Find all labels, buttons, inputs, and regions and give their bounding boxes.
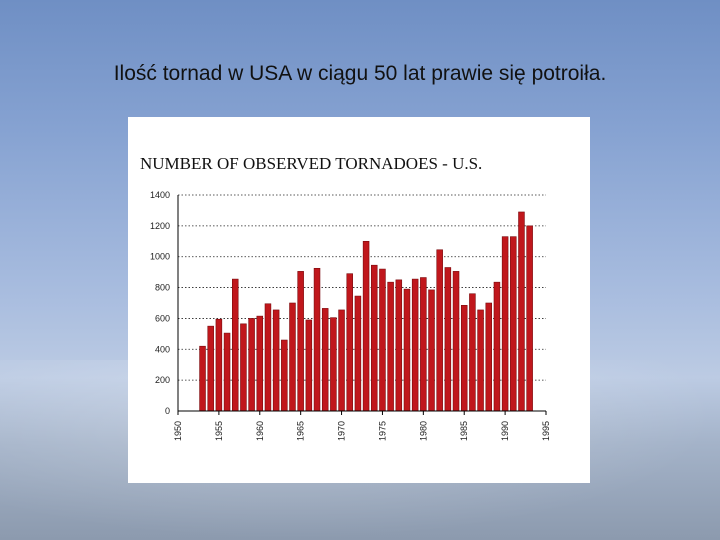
bar-1973: [362, 240, 370, 412]
bar-1954: [207, 325, 214, 412]
bar-1979: [411, 278, 419, 412]
bar-1990: [501, 236, 509, 412]
x-tick-label: 1950: [173, 421, 183, 441]
bar-1991: [510, 236, 517, 412]
bar-1993: [526, 225, 533, 412]
bar-1986: [469, 293, 476, 412]
y-tick-label: 1400: [150, 190, 170, 200]
bar-1982: [436, 249, 443, 412]
y-tick-label: 0: [165, 406, 170, 416]
x-tick-label: 1975: [377, 421, 387, 441]
chart-panel: NUMBER OF OBSERVED TORNADOES - U.S. 0 200…: [128, 117, 590, 483]
bar-1989: [493, 281, 501, 412]
x-tick-label: 1955: [214, 421, 224, 441]
axes: [177, 195, 547, 415]
bar-1966: [305, 319, 313, 412]
slide-title: Ilość tornad w USA w ciągu 50 lat prawie…: [113, 62, 607, 85]
bar-1961: [264, 303, 272, 412]
x-tick-label: 1990: [500, 421, 510, 441]
bar-1978: [403, 288, 411, 412]
x-tick-label: 1960: [255, 421, 265, 441]
bar-1969: [330, 317, 337, 412]
bar-1955: [215, 318, 223, 412]
bar-1959: [248, 318, 255, 412]
bar-1975: [379, 268, 386, 412]
bar-1963: [281, 339, 288, 412]
y-tick-label: 200: [155, 375, 170, 385]
x-tick-label: 1965: [296, 421, 306, 441]
bar-1971: [346, 273, 353, 412]
y-tick-label: 1200: [150, 221, 170, 231]
bar-1988: [485, 302, 492, 412]
chart-title: NUMBER OF OBSERVED TORNADOES - U.S.: [140, 154, 482, 173]
bar-1967: [313, 267, 321, 412]
bar-1958: [240, 323, 247, 412]
y-tick-labels: 0 200 400 600 800 1000 1200 1400: [150, 190, 170, 416]
bar-1984: [452, 271, 460, 412]
bar-1981: [428, 289, 435, 412]
y-tick-label: 800: [155, 283, 170, 293]
bar-1972: [354, 295, 362, 412]
bar-1983: [444, 267, 452, 412]
bar-1956: [223, 332, 231, 412]
x-tick-label: 1985: [459, 421, 469, 441]
x-tick-label: 1980: [418, 421, 428, 441]
bar-1970: [338, 309, 345, 412]
bar-1976: [387, 281, 394, 412]
bar-1980: [420, 277, 427, 412]
bar-1977: [395, 279, 403, 412]
y-tick-label: 1000: [150, 252, 170, 262]
bar-1974: [371, 264, 378, 412]
x-tick-labels: 1950 1955 1960 1965 1970 1975 1980 1985 1990 1995: [173, 421, 551, 441]
y-tick-label: 400: [155, 344, 170, 354]
bar-chart: NUMBER OF OBSERVED TORNADOES - U.S. 0 200…: [140, 154, 551, 441]
bar-1965: [297, 271, 304, 412]
bar-1957: [232, 278, 239, 412]
y-tick-label: 600: [155, 313, 170, 323]
bar-1960: [256, 315, 264, 412]
bar-1985: [460, 305, 468, 412]
x-tick-label: 1970: [337, 421, 347, 441]
bar-1953: [199, 345, 206, 412]
bar-1964: [289, 302, 296, 412]
bar-1962: [272, 309, 280, 412]
bar-1987: [477, 309, 484, 412]
bar-1968: [321, 308, 329, 412]
x-tick-label: 1995: [541, 421, 551, 441]
bars: [199, 211, 533, 412]
bar-1992: [518, 211, 525, 412]
